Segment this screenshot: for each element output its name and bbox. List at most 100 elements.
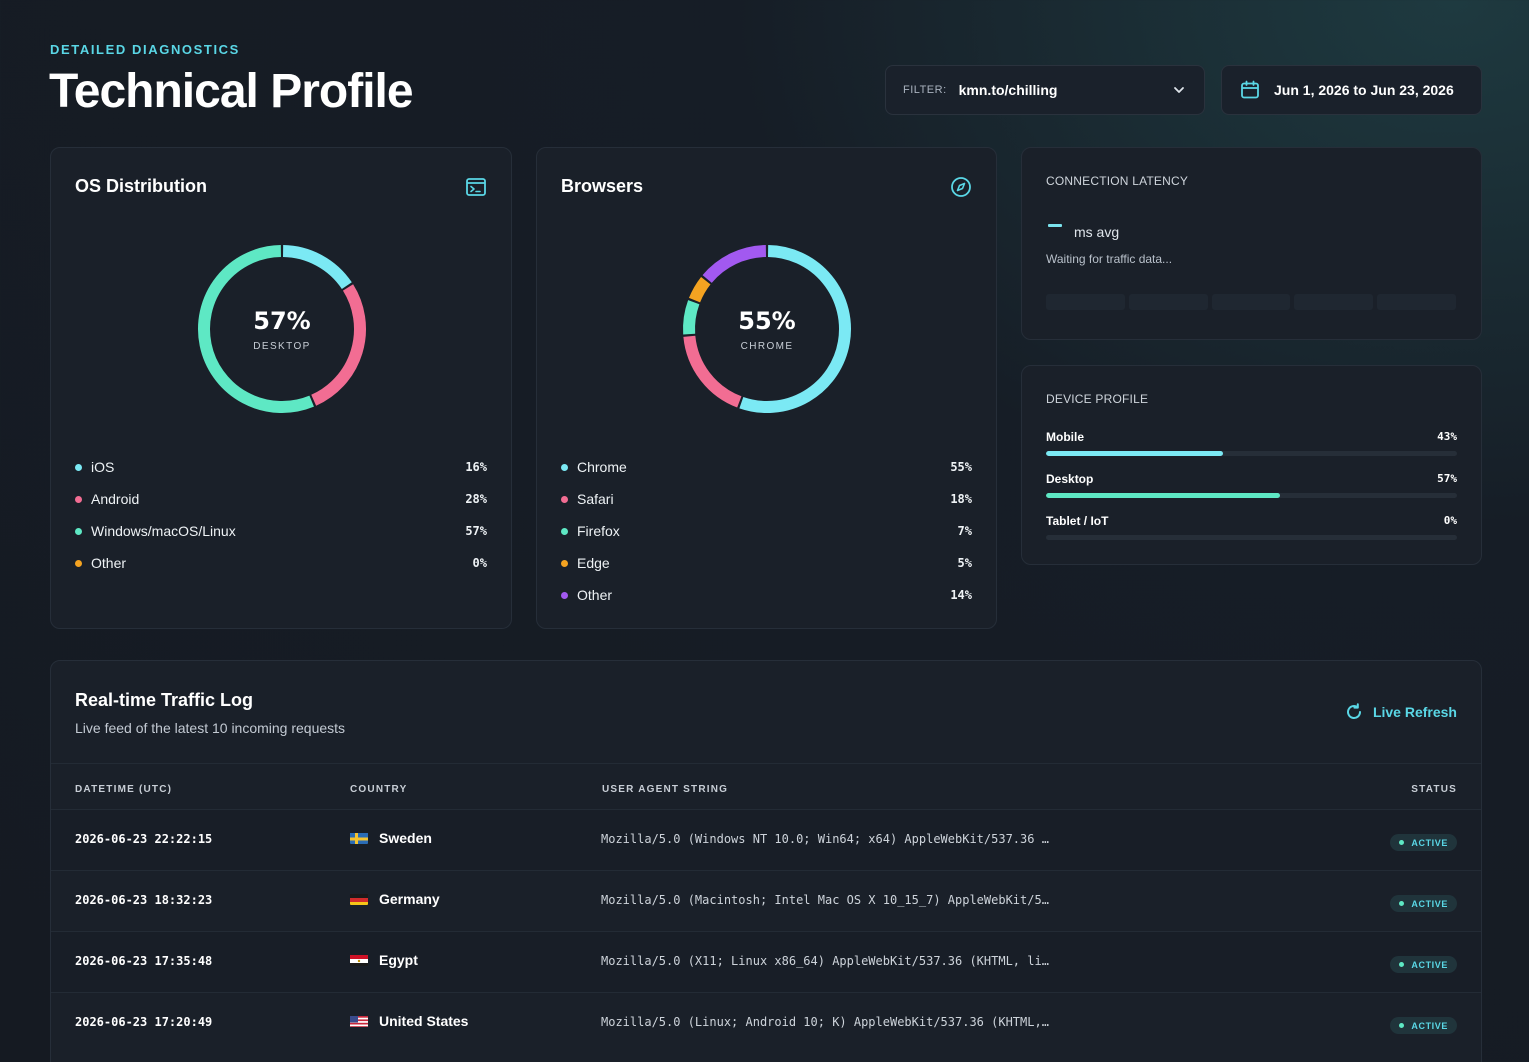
os-card-title: OS Distribution xyxy=(75,176,207,196)
table-row[interactable]: 2026-06-23 17:20:49 United States Mozill… xyxy=(51,992,1481,1053)
egypt-flag-icon xyxy=(350,954,368,966)
legend-value: 14% xyxy=(950,588,972,602)
table-row[interactable]: 2026-06-23 18:32:23 Germany Mozilla/5.0 … xyxy=(51,870,1481,931)
skeleton-bar xyxy=(1211,294,1291,310)
traffic-log-card: Real-time Traffic Log Live feed of the l… xyxy=(50,660,1482,1062)
row-country-name: Sweden xyxy=(379,830,432,846)
page-title: Technical Profile xyxy=(49,65,414,118)
browsers-card-title: Browsers xyxy=(561,176,644,196)
latency-title: CONNECTION LATENCY xyxy=(1046,174,1189,188)
os-legend-item: Other 0% xyxy=(75,547,487,579)
os-legend: iOS 16% Android 28% Windows/macOS/Linux 57% Ot… xyxy=(75,451,487,579)
legend-label: iOS xyxy=(91,459,115,475)
status-badge: ACTIVE xyxy=(1390,1017,1457,1034)
browser-legend-item: Other 14% xyxy=(561,579,972,611)
browser-legend-item: Safari 18% xyxy=(561,483,972,515)
legend-value: 7% xyxy=(957,524,972,538)
skeleton-bar xyxy=(1294,294,1374,310)
browsers-center-value: 55% xyxy=(738,306,796,335)
traffic-log-subtitle: Live feed of the latest 10 incoming requ… xyxy=(75,720,346,736)
calendar-icon xyxy=(1241,80,1259,99)
date-range-picker[interactable]: Jun 1, 2026 to Jun 23, 2026 xyxy=(1221,65,1482,115)
page-eyebrow: DETAILED DIAGNOSTICS xyxy=(50,42,240,57)
skeleton-bar xyxy=(1377,294,1456,310)
os-donut-chart xyxy=(198,245,366,413)
legend-label: Edge xyxy=(577,555,610,571)
row-datetime: 2026-06-23 17:20:49 xyxy=(75,1015,213,1029)
row-datetime: 2026-06-23 22:22:15 xyxy=(75,832,213,846)
link-filter-dropdown[interactable]: FILTER: kmn.to/chilling xyxy=(885,65,1205,115)
os-legend-item: Android 28% xyxy=(75,483,487,515)
os-center-value: 57% xyxy=(253,306,311,335)
status-label: ACTIVE xyxy=(1411,837,1448,848)
compass-icon[interactable] xyxy=(950,176,972,198)
status-badge: ACTIVE xyxy=(1390,895,1457,912)
legend-label: Safari xyxy=(577,491,614,507)
row-user-agent: Mozilla/5.0 (X11; Linux x86_64) AppleWeb… xyxy=(601,954,1049,968)
os-donut-segment-ios xyxy=(282,245,352,290)
status-dot xyxy=(1399,840,1405,845)
os-donut-segment-android xyxy=(311,284,366,406)
device-name: Tablet / IoT xyxy=(1046,514,1109,528)
device-progress-track xyxy=(1046,535,1457,540)
legend-label: Windows/macOS/Linux xyxy=(91,523,236,539)
browsers-card: Browsers 55% CHROME Chrome 55% Safari 18% Fi… xyxy=(536,147,997,629)
skeleton-bar xyxy=(1128,294,1208,310)
usa-flag-icon xyxy=(350,1015,368,1027)
status-badge: ACTIVE xyxy=(1390,834,1457,851)
table-row[interactable]: 2026-06-23 22:22:15 Sweden Mozilla/5.0 (… xyxy=(51,809,1481,870)
row-user-agent: Mozilla/5.0 (Windows NT 10.0; Win64; x64… xyxy=(601,832,1049,846)
table-header: DATETIME (UTC) COUNTRY USER AGENT STRING… xyxy=(51,763,1481,813)
connection-latency-card: CONNECTION LATENCY ms avg Waiting for tr… xyxy=(1021,147,1482,340)
browser-legend-item: Edge 5% xyxy=(561,547,972,579)
device-title: DEVICE PROFILE xyxy=(1046,392,1149,406)
legend-value: 16% xyxy=(465,460,487,474)
latency-value-placeholder xyxy=(1048,224,1062,227)
legend-label: Other xyxy=(91,555,127,571)
row-country: Sweden xyxy=(350,830,432,846)
device-row: Mobile 43% xyxy=(1046,430,1457,456)
latency-waiting-text: Waiting for traffic data... xyxy=(1046,252,1173,266)
live-refresh-button[interactable]: Live Refresh xyxy=(1345,703,1457,721)
device-progress-track xyxy=(1046,451,1457,456)
os-donut-center: 57% DESKTOP xyxy=(196,243,368,415)
device-row: Tablet / IoT 0% xyxy=(1046,514,1457,540)
legend-label: Firefox xyxy=(577,523,620,539)
legend-dot xyxy=(75,527,82,535)
browsers-center-label: CHROME xyxy=(740,340,794,352)
table-row[interactable]: 2026-06-23 17:35:48 Egypt Mozilla/5.0 (X… xyxy=(51,931,1481,992)
os-donut-segment-windows-macos-linux xyxy=(198,245,314,413)
legend-dot xyxy=(561,559,568,567)
row-datetime: 2026-06-23 18:32:23 xyxy=(75,893,213,907)
device-row: Desktop 57% xyxy=(1046,472,1457,498)
device-name: Mobile xyxy=(1046,430,1084,444)
row-user-agent: Mozilla/5.0 (Macintosh; Intel Mac OS X 1… xyxy=(601,893,1049,907)
legend-dot xyxy=(75,463,82,471)
status-dot xyxy=(1399,962,1405,967)
device-row-header: Desktop 57% xyxy=(1046,472,1457,486)
legend-value: 28% xyxy=(465,492,487,506)
browser-donut-segment-safari xyxy=(683,335,742,408)
chevron-down-icon xyxy=(1174,87,1184,93)
status-label: ACTIVE xyxy=(1411,898,1448,909)
legend-dot xyxy=(75,495,82,503)
browser-legend-item: Firefox 7% xyxy=(561,515,972,547)
row-country-name: United States xyxy=(379,1013,469,1029)
sweden-flag-icon xyxy=(350,832,368,844)
os-center-label: DESKTOP xyxy=(253,340,311,352)
os-distribution-card: OS Distribution 57% DESKTOP iOS 16% Androi… xyxy=(50,147,512,629)
browser-donut-segment-chrome xyxy=(739,245,851,413)
browsers-donut-chart xyxy=(683,245,851,413)
row-datetime: 2026-06-23 17:35:48 xyxy=(75,954,213,968)
latency-skeleton-bars xyxy=(1046,294,1456,310)
row-user-agent: Mozilla/5.0 (Linux; Android 10; K) Apple… xyxy=(601,1015,1049,1029)
device-progress-fill xyxy=(1046,451,1223,456)
row-country-name: Germany xyxy=(379,891,440,907)
device-profile-card: DEVICE PROFILE Mobile 43% Desktop 57% Tablet… xyxy=(1021,365,1482,565)
os-legend-item: iOS 16% xyxy=(75,451,487,483)
legend-value: 57% xyxy=(465,524,487,538)
column-header-country: COUNTRY xyxy=(350,784,408,795)
terminal-icon[interactable] xyxy=(465,176,487,198)
browser-donut-segment-edge xyxy=(688,276,711,303)
